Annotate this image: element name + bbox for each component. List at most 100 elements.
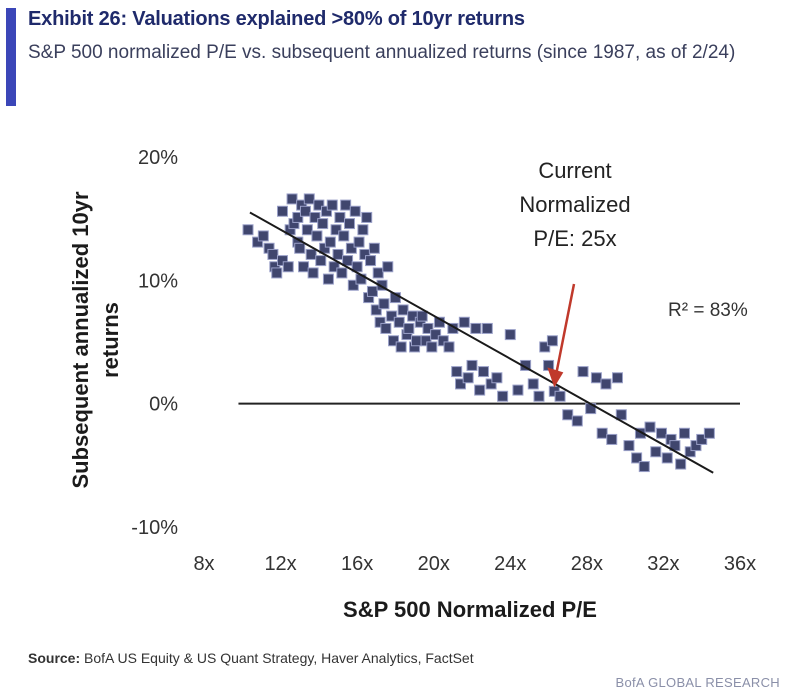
data-point [307, 267, 319, 279]
data-point [257, 230, 269, 242]
data-point [334, 211, 346, 223]
data-point [430, 329, 442, 341]
data-point [313, 199, 325, 211]
data-point [380, 322, 392, 334]
x-tick-label: 36x [724, 553, 756, 575]
data-point [678, 427, 690, 439]
data-point [340, 199, 352, 211]
data-point [634, 427, 646, 439]
data-point [562, 409, 574, 421]
annotation-arrow-head [547, 367, 564, 388]
title-accent-bar [6, 8, 16, 106]
data-point [374, 316, 386, 328]
data-point [577, 366, 589, 378]
data-point [332, 248, 344, 260]
data-point [322, 273, 334, 285]
y-tick-label: 20% [138, 147, 178, 169]
data-point [615, 409, 627, 421]
data-point [504, 329, 516, 341]
data-point [481, 322, 493, 334]
data-point [546, 335, 558, 347]
x-tick-label: 12x [264, 553, 296, 575]
data-point [330, 224, 342, 236]
y-axis-label-line: returns [98, 302, 123, 378]
r-squared-label: R² = 83% [668, 300, 748, 321]
data-point [305, 248, 317, 260]
data-point [311, 230, 323, 242]
data-point [420, 335, 432, 347]
data-point [276, 255, 288, 267]
data-point [336, 267, 348, 279]
data-point [571, 415, 583, 427]
data-point [675, 458, 687, 470]
data-point [397, 304, 409, 316]
data-point [267, 248, 279, 260]
data-point [684, 446, 696, 458]
regression-trendline [249, 211, 714, 474]
data-point [345, 242, 357, 254]
data-point [533, 390, 545, 402]
exhibit-subtitle: S&P 500 normalized P/E vs. subsequent an… [28, 42, 736, 63]
data-point [403, 322, 415, 334]
data-point [458, 316, 470, 328]
data-point [491, 372, 503, 384]
data-point [596, 427, 608, 439]
data-point [386, 310, 398, 322]
y-tick-label: 0% [149, 394, 178, 416]
data-point [388, 335, 400, 347]
data-point [600, 378, 612, 390]
data-point [317, 218, 329, 230]
data-point [690, 440, 702, 452]
data-point [298, 261, 310, 273]
data-point [416, 310, 428, 322]
data-point [271, 267, 283, 279]
data-point [376, 279, 388, 291]
data-point [368, 242, 380, 254]
data-points [242, 193, 715, 473]
data-point [326, 199, 338, 211]
data-point [410, 335, 422, 347]
data-point [696, 433, 708, 445]
y-tick-label: -10% [131, 517, 178, 539]
data-point [656, 427, 668, 439]
data-point [286, 193, 298, 205]
data-point [462, 372, 474, 384]
data-point [324, 236, 336, 248]
y-tick-label: 10% [138, 270, 178, 292]
data-point [361, 211, 373, 223]
data-point [328, 261, 340, 273]
data-point [353, 236, 365, 248]
data-point [349, 205, 361, 217]
data-point [512, 384, 524, 396]
x-tick-label: 32x [647, 553, 679, 575]
data-point [315, 255, 327, 267]
data-point [474, 384, 486, 396]
data-point [623, 440, 635, 452]
x-tick-label: 16x [341, 553, 373, 575]
source-text: BofA US Equity & US Quant Strategy, Have… [84, 650, 474, 666]
data-point [347, 279, 359, 291]
current-pe-annotation: Current Normalized P/E: 25x [519, 158, 631, 388]
data-point [294, 242, 306, 254]
data-point [631, 452, 643, 464]
data-point [606, 433, 618, 445]
data-point [382, 261, 394, 273]
data-point [301, 224, 313, 236]
data-point [338, 230, 350, 242]
data-point [611, 372, 623, 384]
data-point [292, 211, 304, 223]
data-point [590, 372, 602, 384]
data-point [426, 341, 438, 353]
scatter-chart: 20% 10% 0% -10% 8x 12x 16x 20x 24x 28x 32x 36x Cur… [68, 147, 756, 622]
annotation-line: Normalized [519, 192, 630, 217]
x-tick-label: 24x [494, 553, 526, 575]
data-point [527, 378, 539, 390]
y-axis-label: Subsequent annualized 10yr returns [68, 191, 123, 489]
annotation-arrow-shaft [555, 283, 576, 374]
x-tick-label: 8x [193, 553, 214, 575]
data-point [393, 316, 405, 328]
data-point [650, 446, 662, 458]
data-point [357, 224, 369, 236]
data-point [554, 390, 566, 402]
data-point [276, 205, 288, 217]
